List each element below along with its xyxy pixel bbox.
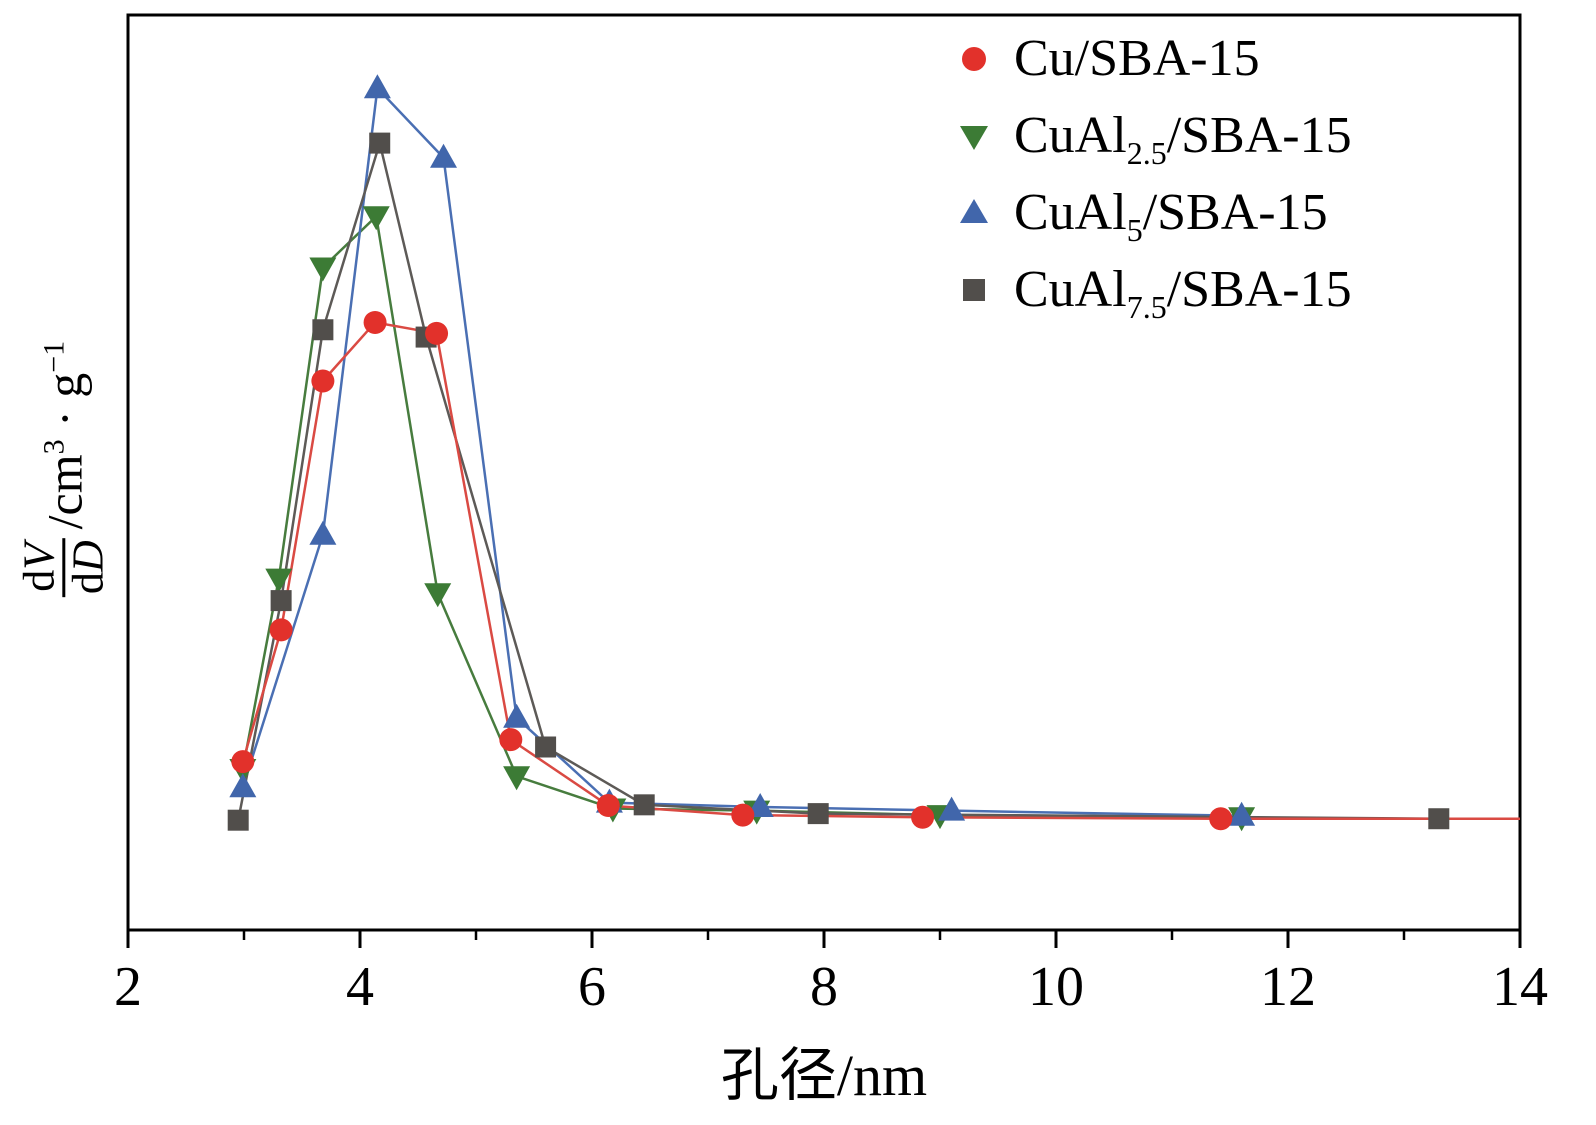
data-point-circle (311, 369, 335, 393)
series-line-2 (236, 138, 1520, 821)
data-point-circle (231, 750, 255, 774)
series-markers-3 (231, 310, 1233, 831)
y-axis-label: dV dD /cm3 · g−1 (14, 340, 113, 599)
legend-triangle-up (960, 198, 988, 223)
legend-item-cual5-sba-15: CuAl5/SBA-15 (950, 174, 1352, 251)
data-point-square (1428, 808, 1450, 830)
x-tick-label: 10 (1028, 956, 1084, 1018)
x-tick-label: 2 (114, 956, 142, 1018)
legend-label: CuAl5/SBA-15 (1014, 184, 1328, 248)
legend-item-cu-sba-15: Cu/SBA-15 (950, 20, 1352, 97)
data-point-square (270, 590, 292, 612)
legend-item-cual2-5-sba-15: CuAl2.5/SBA-15 (950, 97, 1352, 174)
circle-glyph (962, 46, 986, 71)
data-point-triangle-up (503, 703, 531, 728)
data-point-square (369, 132, 391, 154)
legend-label: Cu/SBA-15 (1014, 30, 1260, 87)
y-axis-units: /cm3 · g−1 (36, 340, 92, 530)
legend-label: CuAl2.5/SBA-15 (1014, 107, 1352, 171)
data-point-triangle-down (309, 257, 337, 282)
data-point-triangle-up (309, 520, 337, 545)
data-point-square (535, 736, 557, 758)
triangle-down-glyph (960, 125, 988, 150)
legend-square (963, 278, 985, 301)
y-axis-fraction: dV dD (14, 535, 113, 599)
data-point-square (807, 803, 829, 825)
fraction-denominator: dD (63, 540, 113, 595)
legend-triangle-down (960, 125, 988, 150)
data-point-circle (731, 803, 755, 827)
data-point-triangle-up (363, 74, 391, 99)
data-point-circle (1209, 807, 1233, 831)
data-point-triangle-down (362, 206, 390, 231)
data-point-triangle-up (430, 143, 458, 168)
legend-marker-square-icon (950, 273, 998, 307)
legend: Cu/SBA-15 CuAl2.5/SBA-15 CuAl5/SBA-15 Cu… (950, 20, 1352, 328)
square-glyph (963, 278, 985, 301)
data-point-triangle-up (229, 773, 257, 798)
legend-marker-triangle-up-icon (950, 196, 998, 230)
data-point-square (312, 319, 334, 341)
x-axis-label: 孔径/nm (720, 1043, 928, 1108)
data-point-triangle-down (265, 568, 293, 593)
data-point-circle (425, 321, 449, 345)
legend-circle (962, 46, 986, 71)
data-point-triangle-up (938, 796, 966, 821)
data-point-square (227, 809, 249, 831)
x-tick-label: 14 (1492, 956, 1548, 1018)
x-tick-label: 6 (578, 956, 606, 1018)
x-tick-label: 8 (810, 956, 838, 1018)
data-point-triangle-down (503, 766, 531, 791)
data-point-triangle-down (424, 583, 452, 608)
x-axis-ticks: 2 4 6 8 10 12 14 (114, 930, 1548, 1018)
data-point-circle (269, 618, 293, 642)
legend-item-cual7-5-sba-15: CuAl7.5/SBA-15 (950, 251, 1352, 328)
x-tick-label: 4 (346, 956, 374, 1018)
data-point-circle (911, 805, 935, 829)
legend-label: CuAl7.5/SBA-15 (1014, 261, 1352, 325)
data-point-square (633, 794, 655, 816)
data-point-circle (596, 794, 620, 818)
data-point-circle (363, 310, 387, 334)
fraction-numerator: dV (14, 537, 66, 597)
x-tick-label: 12 (1260, 956, 1316, 1018)
data-point-circle (499, 728, 523, 752)
legend-marker-triangle-down-icon (950, 119, 998, 153)
data-point-triangle-up (1228, 801, 1256, 826)
legend-marker-circle-icon (950, 42, 998, 76)
triangle-up-glyph (960, 198, 988, 223)
